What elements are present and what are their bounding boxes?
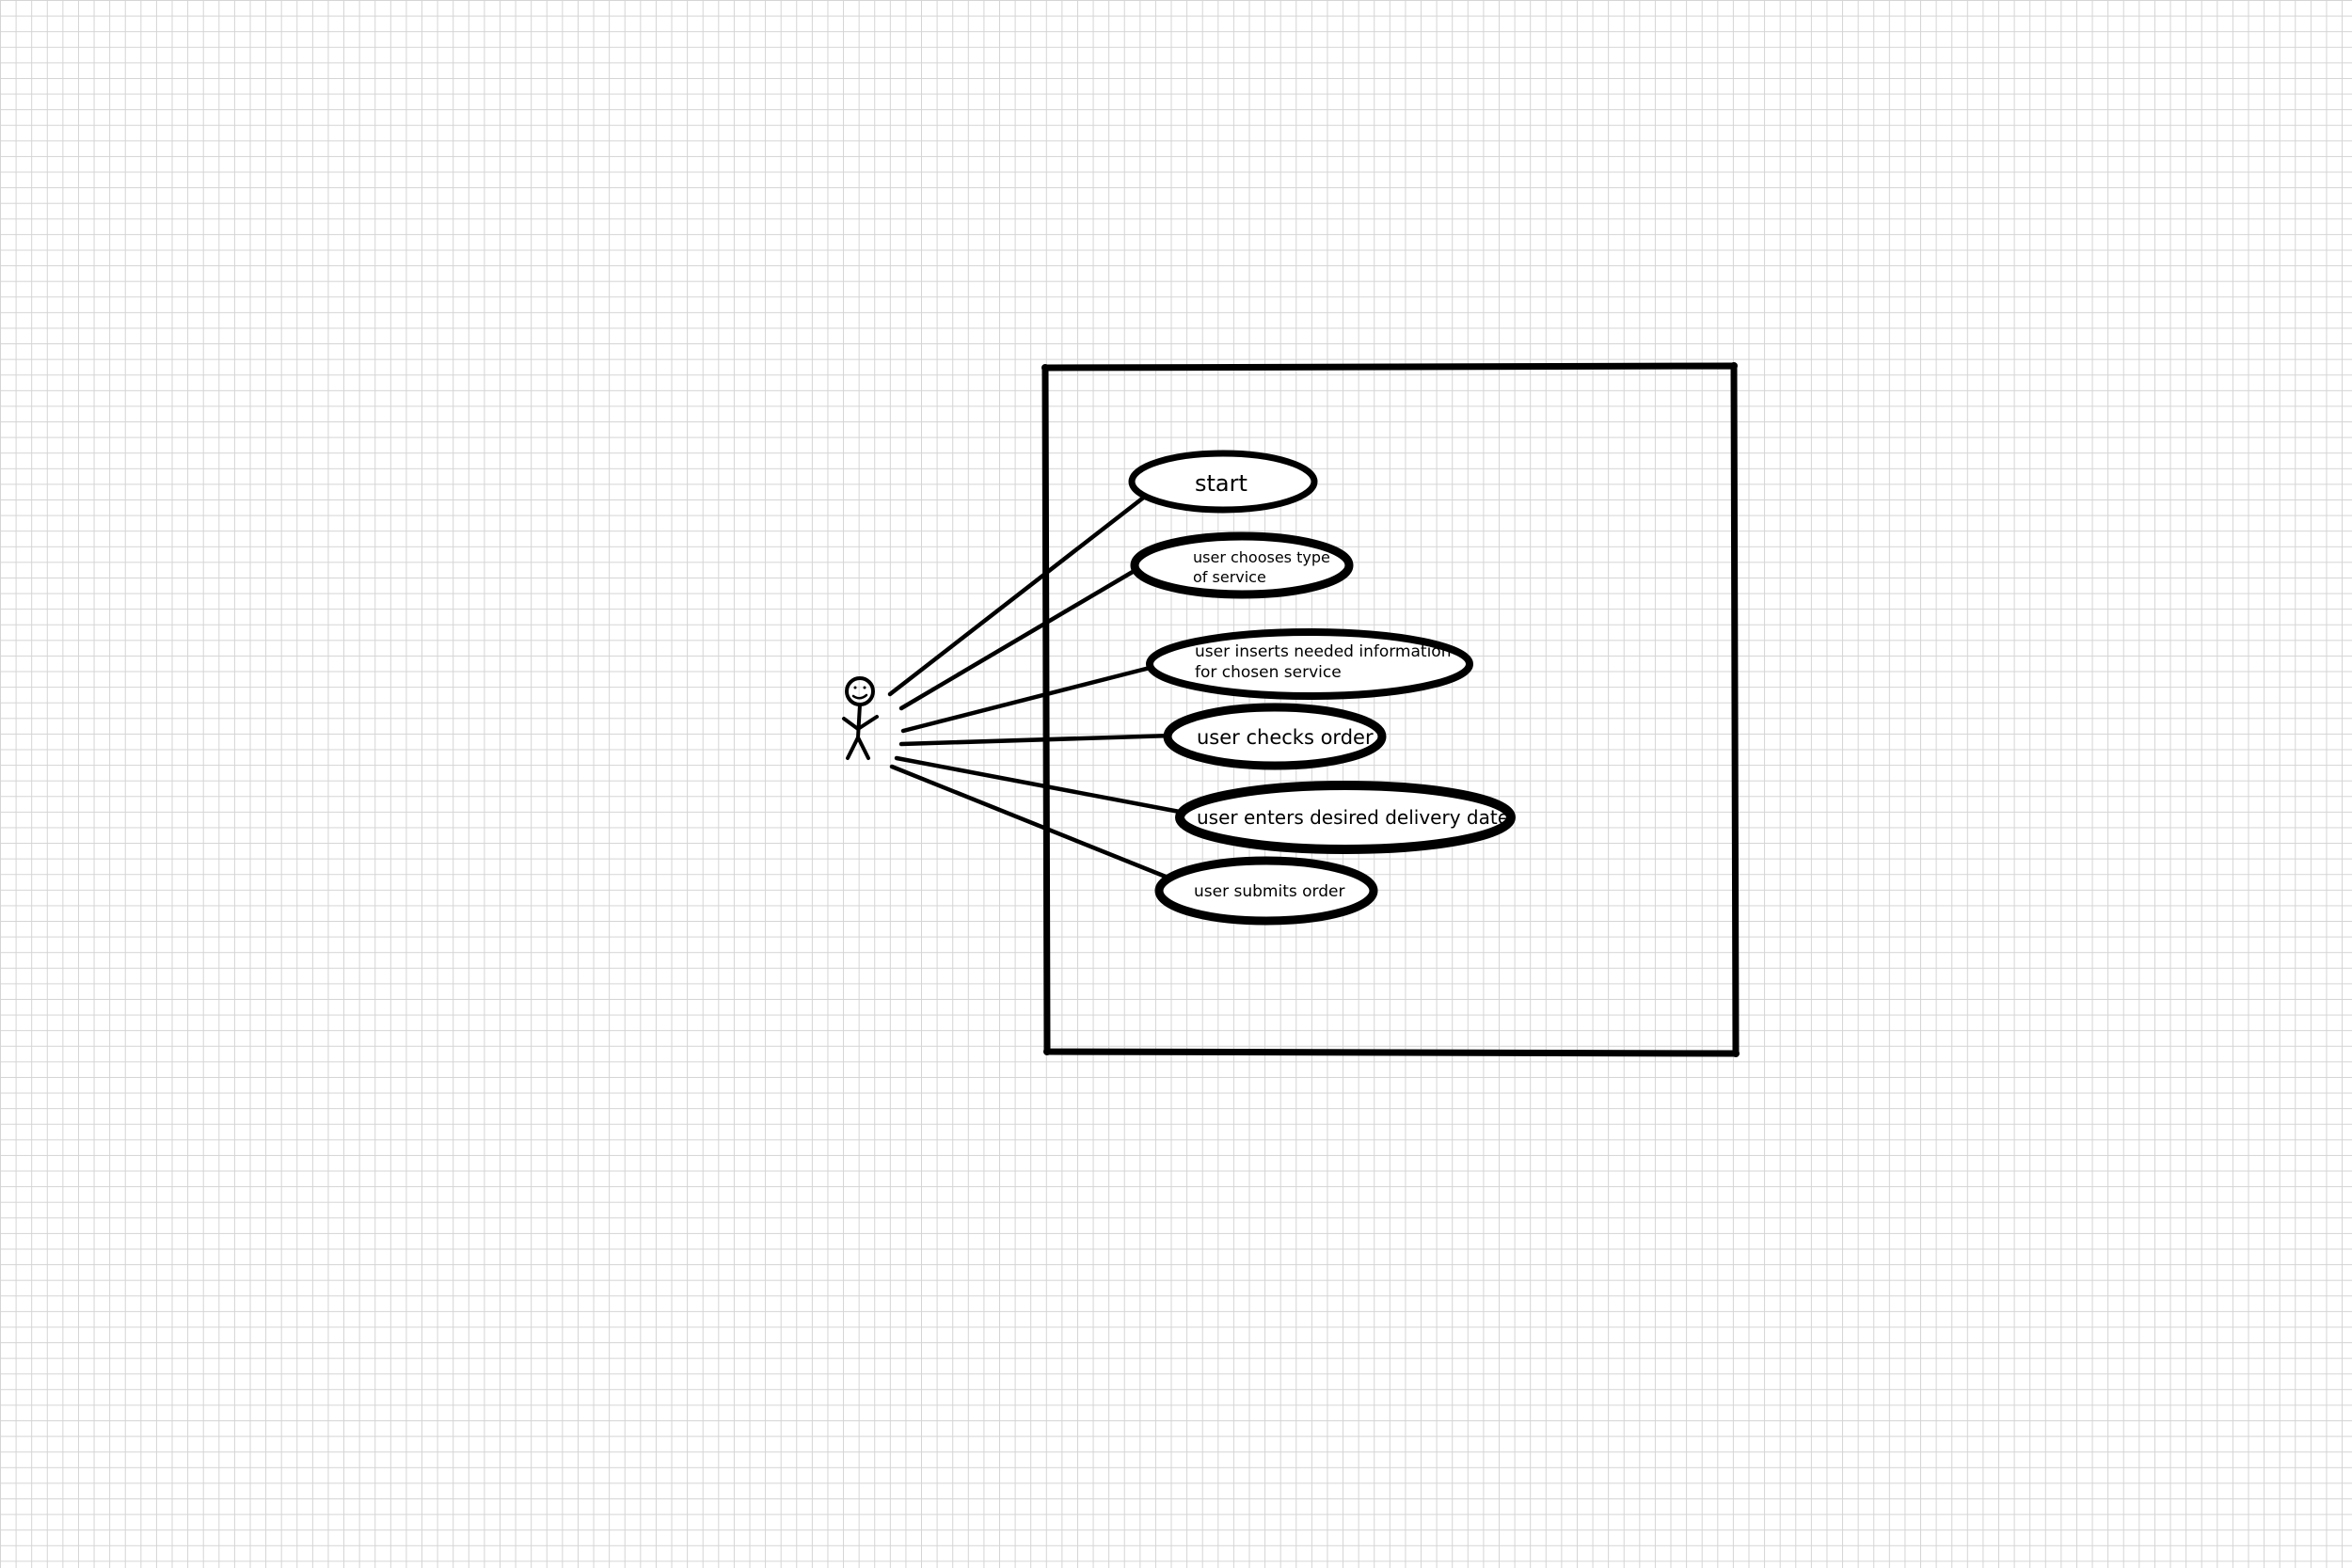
association-choose-service (898, 563, 1145, 711)
use-case-check-order (1163, 703, 1387, 770)
use-case-label-enter-date: user enters desired delivery date (1197, 806, 1509, 829)
association-insert-info (900, 665, 1152, 734)
actor-stick-figure-icon (842, 676, 879, 760)
use-case-start (1128, 450, 1318, 514)
use-case-submit-order (1154, 856, 1378, 926)
use-cases (1128, 450, 1516, 926)
use-case-label-insert-info: user inserts needed information for chos… (1195, 642, 1456, 682)
association-start (887, 493, 1149, 697)
use-case-choose-service (1130, 531, 1354, 599)
use-case-insert-info (1146, 628, 1473, 700)
use-case-label-start: start (1195, 470, 1248, 497)
association-submit-order (889, 764, 1173, 881)
use-case-label-submit-order: user submits order (1194, 882, 1344, 901)
association-check-order (898, 733, 1175, 747)
association-lines (887, 493, 1187, 881)
use-case-label-check-order: user checks order (1197, 726, 1374, 749)
use-case-label-choose-service: user chooses type of service (1193, 548, 1335, 586)
association-enter-date (894, 755, 1187, 816)
system-boundary (1041, 362, 1740, 1057)
use-case-labels: start user chooses type of service user … (1193, 470, 1509, 901)
use-case-enter-date (1175, 781, 1516, 854)
